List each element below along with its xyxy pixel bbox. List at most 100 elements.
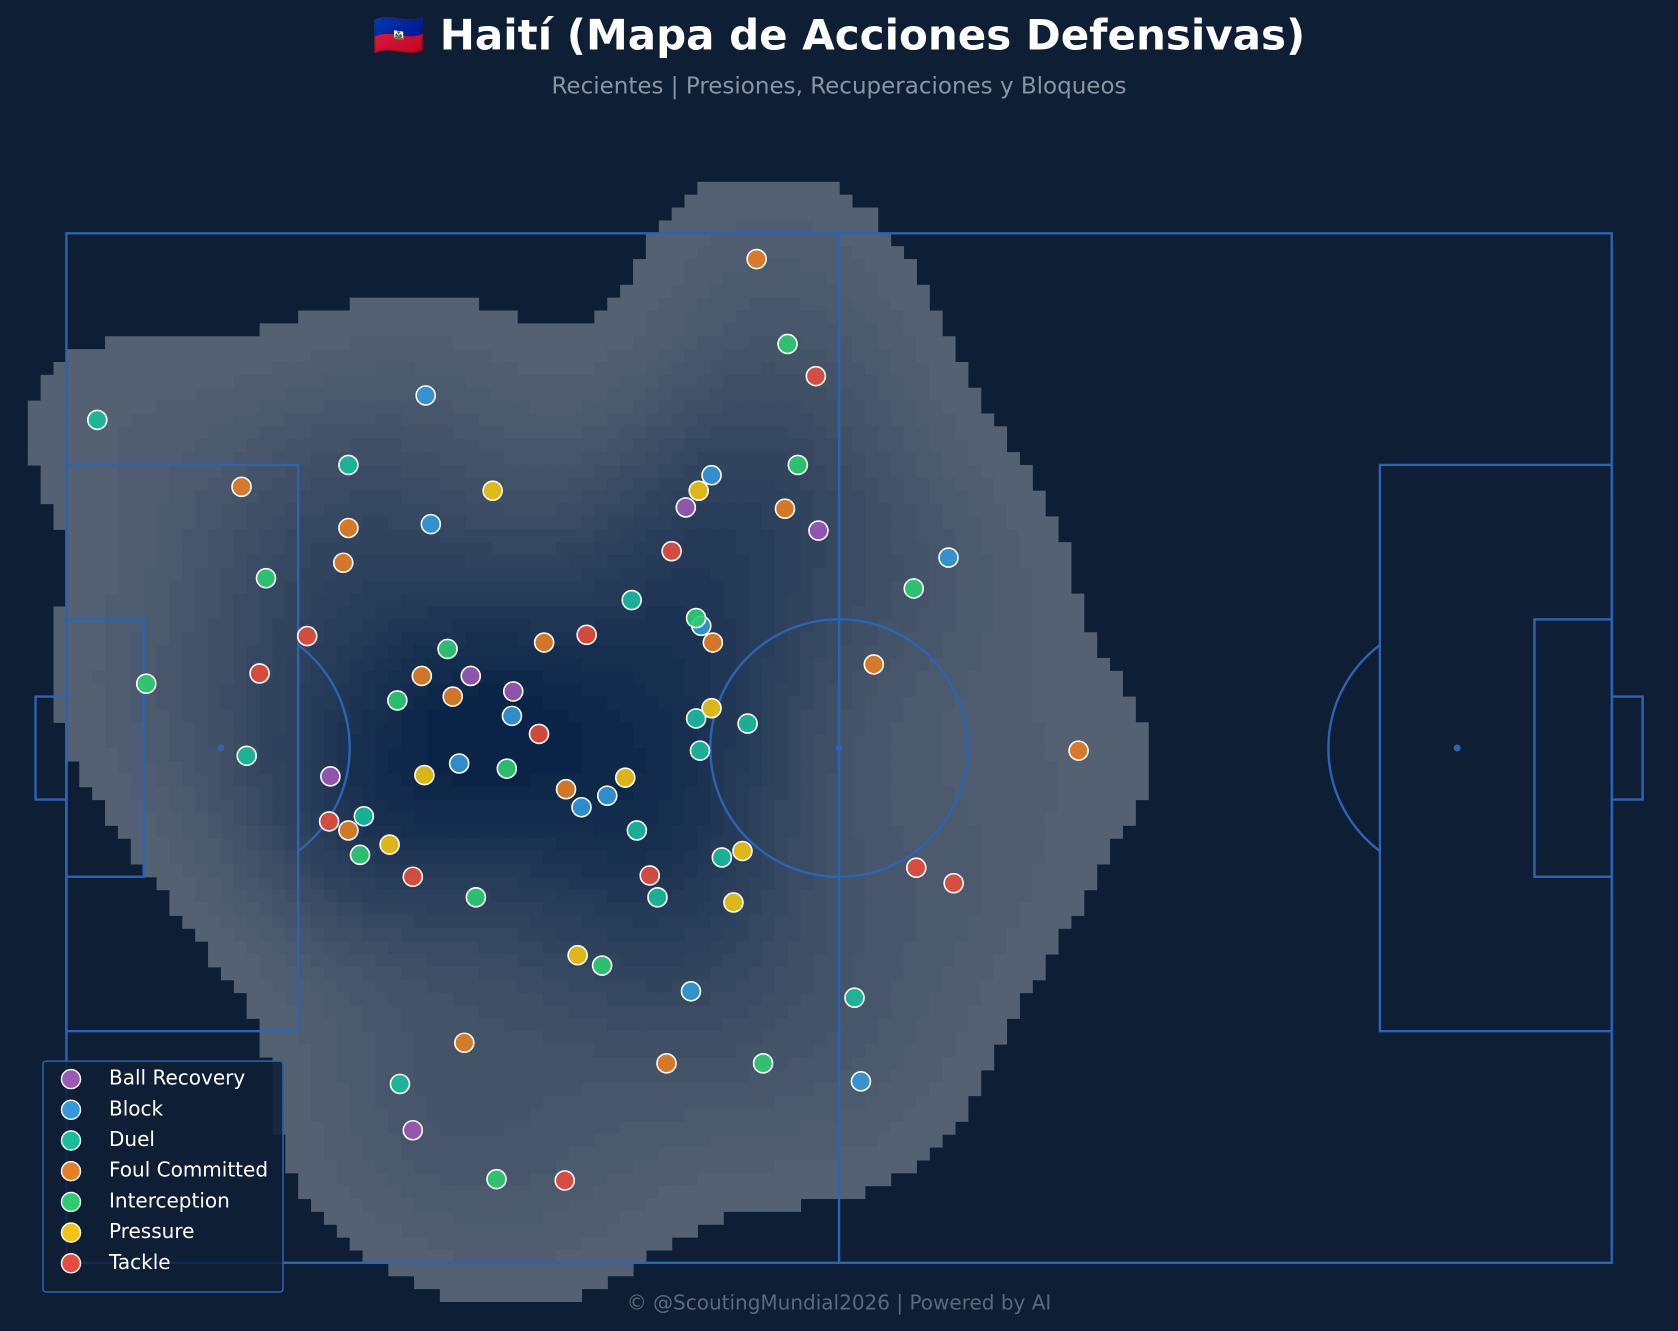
density-cell	[542, 387, 557, 402]
density-cell	[980, 748, 995, 762]
density-cell	[246, 773, 261, 788]
density-cell	[903, 722, 917, 736]
density-cell	[517, 426, 531, 440]
density-cell	[465, 387, 480, 402]
density-cell	[362, 516, 377, 530]
density-cell	[594, 349, 608, 363]
density-cell	[800, 670, 814, 685]
density-cell	[542, 1134, 557, 1148]
density-cell	[311, 452, 325, 466]
density-cell	[980, 477, 995, 492]
density-cell	[439, 1146, 454, 1161]
density-cell	[748, 928, 763, 942]
density-cell	[826, 773, 840, 788]
density-cell	[736, 1198, 750, 1212]
density-cell	[414, 1044, 428, 1058]
density-cell	[92, 477, 106, 492]
density-cell	[581, 580, 595, 595]
density-cell	[633, 657, 647, 672]
density-cell	[426, 748, 441, 762]
density-cell	[890, 400, 905, 415]
density-cell	[1006, 464, 1020, 479]
density-cell	[967, 1018, 982, 1032]
density-cell	[594, 735, 608, 749]
density-cell	[143, 632, 158, 646]
density-cell	[414, 426, 428, 440]
density-cell	[298, 593, 312, 608]
density-cell	[542, 799, 557, 813]
density-cell	[182, 760, 196, 775]
density-cell	[954, 889, 969, 904]
density-cell	[233, 452, 248, 466]
density-cell	[298, 876, 312, 891]
density-cell	[130, 748, 145, 762]
density-cell	[607, 490, 621, 505]
density-cell	[130, 400, 145, 415]
density-cell	[246, 966, 261, 981]
density-cell	[697, 1056, 711, 1071]
density-cell	[723, 1146, 737, 1161]
density-cell	[568, 349, 583, 363]
density-cell	[195, 503, 209, 518]
density-cell	[864, 709, 879, 723]
density-cell	[375, 490, 389, 505]
density-cell	[53, 400, 67, 415]
density-cell	[607, 941, 621, 955]
density-cell	[954, 490, 969, 505]
density-cell	[671, 516, 686, 530]
density-cell	[800, 1108, 814, 1122]
density-cell	[633, 387, 647, 402]
density-cell	[401, 928, 415, 942]
density-cell	[388, 670, 402, 685]
density-cell	[890, 246, 905, 260]
density-cell	[1006, 760, 1020, 775]
density-cell	[864, 773, 879, 788]
density-cell	[581, 760, 595, 775]
density-cell	[362, 876, 377, 891]
density-cell	[813, 657, 827, 672]
density-cell	[748, 387, 763, 402]
density-cell	[401, 760, 415, 775]
density-cell	[851, 760, 866, 775]
density-cell	[929, 735, 943, 749]
density-cell	[581, 709, 595, 723]
density-cell	[877, 889, 892, 904]
density-cell	[826, 297, 840, 312]
density-cell	[169, 529, 183, 543]
density-cell	[439, 464, 454, 479]
density-cell	[774, 1056, 789, 1071]
density-cell	[748, 657, 763, 672]
density-cell	[890, 683, 905, 698]
density-cell	[529, 1262, 544, 1277]
density-cell	[182, 349, 196, 363]
density-cell	[285, 1031, 299, 1045]
density-cell	[568, 1121, 583, 1135]
density-cell	[748, 941, 763, 955]
density-cell	[916, 452, 930, 466]
density-cell	[967, 941, 982, 955]
density-cell	[967, 387, 982, 402]
density-cell	[220, 374, 235, 389]
density-cell	[877, 259, 892, 273]
density-cell	[723, 555, 737, 569]
density-cell	[336, 902, 351, 916]
density-cell	[504, 645, 518, 659]
density-cell	[259, 503, 274, 518]
density-cell	[452, 773, 467, 788]
density-cell	[877, 953, 892, 968]
density-cell	[581, 439, 595, 453]
density-cell	[117, 555, 132, 569]
density-cell	[529, 979, 544, 994]
density-cell	[697, 310, 711, 324]
density-cell	[607, 838, 621, 852]
density-cell	[813, 1121, 827, 1135]
density-cell	[633, 851, 647, 865]
density-cell	[813, 567, 827, 582]
density-cell	[130, 593, 145, 608]
density-cell	[156, 683, 171, 698]
density-cell	[478, 683, 492, 698]
density-cell	[311, 1146, 325, 1161]
density-cell	[555, 915, 570, 929]
density-cell	[182, 567, 196, 582]
density-cell	[839, 349, 853, 363]
